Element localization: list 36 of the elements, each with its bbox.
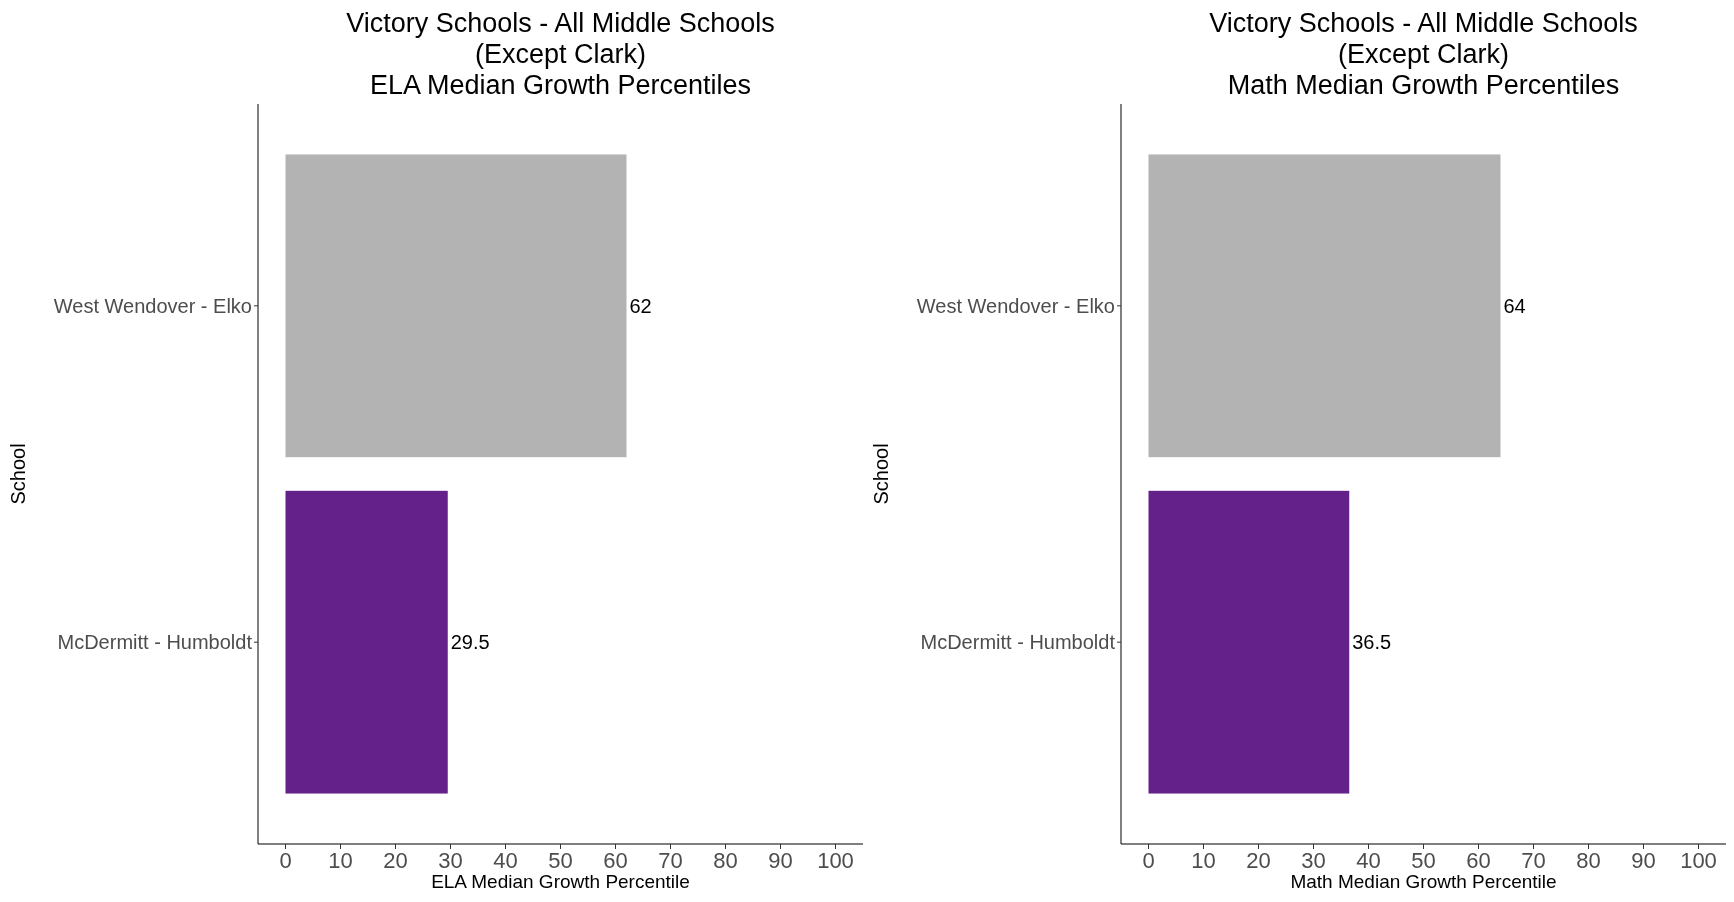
x-tick-label: 60 (1466, 848, 1491, 873)
x-tick-label: 100 (1680, 848, 1717, 873)
chart-title: Victory Schools - All Middle Schools (Except Clark) Math Median Growth Percentiles (1209, 8, 1638, 100)
x-tick-label: 90 (768, 848, 793, 873)
x-tick-label: 20 (1246, 848, 1271, 873)
x-tick-label: 30 (438, 848, 463, 873)
x-tick-label: 70 (1521, 848, 1546, 873)
x-tick-label: 70 (658, 848, 683, 873)
y-tick-label: McDermitt - Humboldt (57, 631, 253, 654)
x-tick-label: 50 (1411, 848, 1436, 873)
chart-title: Victory Schools - All Middle Schools (Except Clark) ELA Median Growth Percentiles (346, 8, 775, 100)
x-tick-label: 30 (1301, 848, 1326, 873)
y-tick-label: West Wendover - Elko (53, 294, 252, 317)
y-tick-label: West Wendover - Elko (916, 294, 1115, 317)
data-label: 64 (1503, 294, 1526, 317)
x-axis-title: Math Median Growth Percentile (1290, 871, 1557, 892)
x-tick-label: 40 (493, 848, 518, 873)
x-tick-label: 60 (603, 848, 628, 873)
x-tick-label: 40 (1356, 848, 1381, 873)
data-label: 62 (629, 294, 652, 317)
x-tick-label: 10 (1191, 848, 1216, 873)
x-tick-label: 20 (383, 848, 408, 873)
data-label: 36.5 (1352, 631, 1392, 654)
y-axis-title: School (870, 443, 892, 505)
x-tick-label: 10 (328, 848, 353, 873)
x-tick-label: 0 (1142, 848, 1155, 873)
x-axis-title: ELA Median Growth Percentile (431, 871, 690, 892)
x-tick-label: 50 (548, 848, 573, 873)
x-tick-label: 90 (1631, 848, 1656, 873)
x-tick-label: 100 (817, 848, 854, 873)
data-label: 29.5 (450, 631, 490, 654)
x-tick-label: 80 (1576, 848, 1601, 873)
y-tick-label: McDermitt - Humboldt (920, 631, 1116, 654)
x-tick-label: 0 (279, 848, 292, 873)
y-axis-title: School (7, 443, 29, 505)
x-tick-label: 80 (713, 848, 738, 873)
